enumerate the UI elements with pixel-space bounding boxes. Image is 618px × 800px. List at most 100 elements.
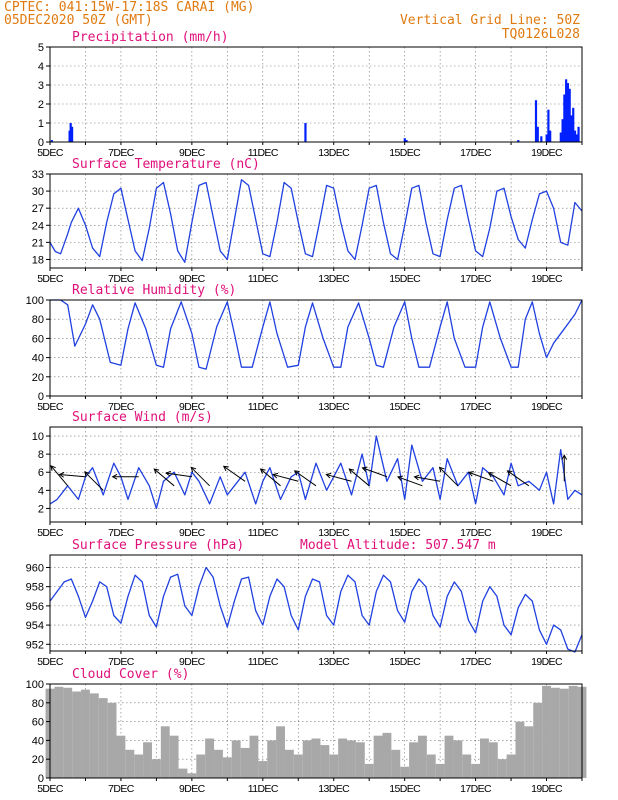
precip-bar (545, 134, 548, 142)
panel-cloud: Cloud Cover (%) 0 20 40 60 80 100 5DEC 7DEC 9DEC 1… (26, 667, 587, 795)
wind-arrow-shaft (223, 465, 246, 482)
panel-wind: Surface Wind (m/s) 2 4 6 8 10 5DEC 7DEC 9DEC 11DE… (32, 410, 583, 539)
y-tick-label: 60 (32, 717, 44, 729)
x-tick-label: 19DEC (531, 527, 563, 539)
precip-bar (534, 100, 538, 142)
cloud-cover-bar (187, 773, 197, 778)
y-tick-label: 956 (26, 601, 44, 613)
wind-arrow (50, 465, 69, 487)
cloud-cover-bar (231, 740, 241, 778)
cloud-cover-bar (258, 761, 268, 778)
y-tick-label: 80 (32, 698, 44, 710)
wind-arrow (293, 470, 317, 487)
wind-arrow-head (561, 454, 568, 460)
wind-arrow-head (487, 472, 494, 478)
wind-arrow-head (293, 470, 300, 476)
x-tick-label: 13DEC (318, 656, 350, 668)
precip-bar (405, 140, 408, 142)
precip-bar (566, 83, 570, 142)
cloud-cover-bar (320, 745, 330, 778)
x-tick-label: 15DEC (389, 783, 421, 795)
wind-arrow-shaft (397, 476, 423, 487)
cloud-cover-bar (453, 740, 463, 778)
wind-arrow-head (111, 473, 118, 480)
x-tick-label: 13DEC (318, 273, 350, 285)
wind-arrow-shaft (294, 470, 317, 487)
y-tick-label: 960 (26, 562, 44, 574)
y-tick-label: 18 (32, 254, 44, 266)
cloud-cover-bar (391, 749, 401, 778)
panel-frame (49, 173, 583, 269)
cloud-cover-bar (471, 763, 481, 778)
wind-arrow-head (438, 466, 445, 473)
x-tick-label: 13DEC (318, 783, 350, 795)
header-vertical-grid: Vertical Grid Line: 50Z (400, 13, 580, 28)
y-tick-label: 8 (38, 449, 44, 461)
precip-bar (563, 94, 566, 142)
cloud-cover-bar (178, 768, 188, 778)
wind-arrow (487, 472, 512, 487)
precip-bar (561, 119, 564, 142)
cloud-cover-bar (143, 742, 152, 778)
precip-bar (577, 126, 580, 142)
panel-frame (49, 299, 583, 397)
x-tick-label: 7DEC (108, 656, 135, 668)
header-run-time: 05DEC2020 50Z (GMT) (4, 13, 153, 28)
wind-arrow (272, 472, 299, 482)
x-tick-label: 19DEC (531, 401, 563, 413)
wind-arrow-shaft (348, 468, 370, 487)
y-tick-label: 27 (32, 203, 44, 215)
x-tick-label: 5DEC (37, 527, 64, 539)
x-tick-label: 15DEC (389, 273, 421, 285)
wind-arrow (361, 466, 388, 478)
wind-arrow (259, 468, 281, 487)
wind-arrow (190, 466, 210, 487)
wind-arrow-head (259, 468, 266, 474)
panel-precipitation: Precipitation (mm/h) 0 1 2 3 4 5 5DEC 7DEC 9DEC 11… (37, 30, 583, 159)
panel-humidity: Relative Humidity (%) 0 20 40 60 80 100 5DEC 7DE… (26, 283, 583, 413)
cloud-cover-bar (160, 726, 170, 778)
x-tick-label: 9DEC (179, 273, 206, 285)
y-tick-label: 2 (38, 503, 44, 515)
precip-bar (570, 115, 573, 142)
y-tick-label: 1 (38, 118, 44, 130)
header-location: CPTEC: 041:15W-17:18S CARAI (MG) (4, 0, 254, 15)
cloud-cover-bar (559, 688, 569, 778)
panel-frame (49, 683, 583, 779)
panel-title-humidity: Relative Humidity (%) (72, 283, 236, 298)
y-tick-label: 958 (26, 582, 44, 594)
cloud-cover-bar (329, 754, 339, 778)
precip-bar (70, 126, 74, 142)
x-tick-label: 11DEC (248, 273, 279, 285)
wind-arrow-head (396, 475, 403, 482)
wind-arrow-shaft (166, 472, 192, 478)
y-tick-label: 20 (32, 754, 44, 766)
cloud-cover-bar (355, 742, 365, 778)
series-line-pressure (49, 566, 583, 653)
x-tick-label: 17DEC (460, 656, 492, 668)
wind-arrow-head (361, 466, 368, 472)
y-tick-label: 952 (26, 639, 44, 651)
wind-arrow (325, 472, 352, 482)
cloud-cover-bar (426, 754, 436, 778)
precip-bar (50, 140, 53, 142)
cloud-cover-bar (400, 766, 410, 778)
y-tick-label: 4 (38, 61, 44, 73)
wind-arrow (153, 468, 175, 487)
wind-arrow (413, 474, 441, 482)
cloud-cover-bar (568, 685, 578, 778)
x-tick-label: 9DEC (179, 401, 206, 413)
y-tick-label: 5 (38, 42, 44, 54)
x-tick-label: 17DEC (460, 401, 492, 413)
cloud-cover-bar (81, 689, 90, 778)
panel-title-cloud: Cloud Cover (%) (72, 667, 189, 682)
wind-arrow (438, 466, 459, 487)
x-tick-label: 15DEC (389, 147, 421, 159)
precip-bar (69, 123, 72, 142)
panel-frame (49, 46, 583, 143)
wind-arrow-shaft (190, 467, 210, 487)
series-line-humidity (50, 299, 583, 370)
cloud-cover-bar (54, 686, 64, 778)
y-tick-label: 4 (38, 485, 44, 497)
cloud-cover-bar (116, 735, 126, 778)
